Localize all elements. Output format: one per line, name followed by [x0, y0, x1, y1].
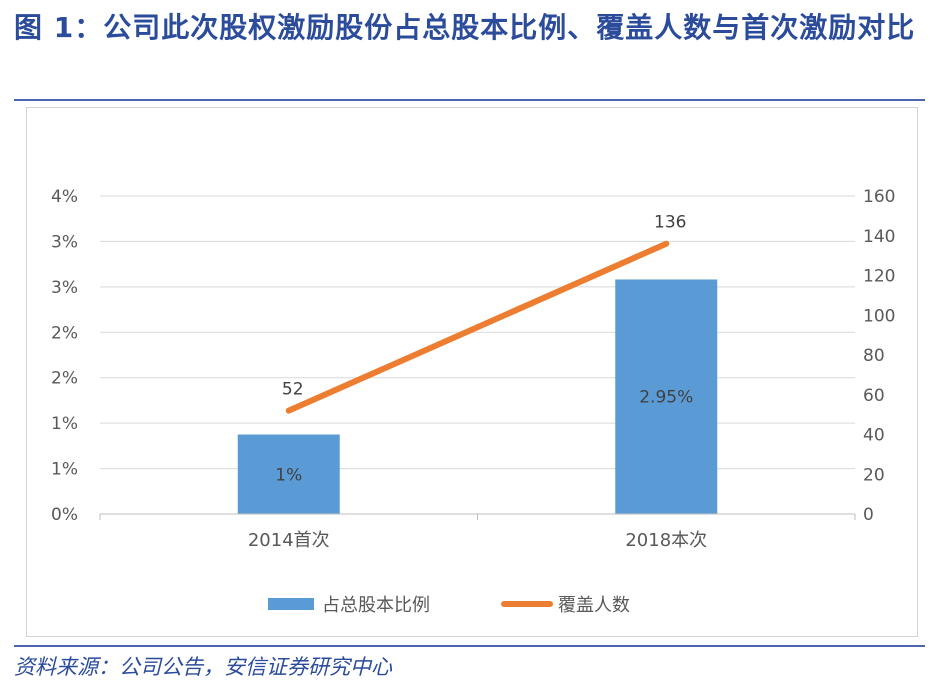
- figure-label: 图: [14, 11, 44, 44]
- figure-number: 1: [53, 11, 75, 44]
- line-series: [285, 240, 670, 414]
- line-data-label: 52: [282, 380, 304, 400]
- chart-frame: [26, 107, 918, 637]
- y-right-tick-label: 80: [863, 346, 885, 366]
- gridlines: [100, 195, 855, 470]
- y-left-tick-label: 1%: [51, 460, 78, 480]
- y-left-tick-label: 1%: [51, 414, 78, 434]
- title-rule: [14, 99, 925, 101]
- line-data-label: 136: [654, 213, 686, 233]
- y-right-tick-label: 100: [863, 306, 895, 326]
- y-left-tick-label: 3%: [51, 278, 78, 298]
- y-left-tick-label: 2%: [51, 323, 78, 343]
- data-labels: 1% 2.95% 52 136: [275, 213, 693, 486]
- y-left-tick-label: 3%: [51, 232, 78, 252]
- bar-data-label: 1%: [275, 465, 302, 485]
- y-right-tick-label: 40: [863, 426, 885, 446]
- y-left-tick-label: 4%: [51, 187, 78, 207]
- y-left-tick-label: 0%: [51, 505, 78, 525]
- legend-label-bar: 占总股本比例: [322, 595, 430, 616]
- y-right-tick-label: 60: [863, 386, 885, 406]
- x-category-label: 2014首次: [248, 530, 330, 551]
- y-right-tick-label: 20: [863, 465, 885, 485]
- legend-label-line: 覆盖人数: [558, 595, 630, 616]
- legend-swatch-bar: [268, 598, 314, 610]
- figure-title-text: ：公司此次股权激励股份占总股本比例、覆盖人数与首次激励对比: [74, 11, 916, 44]
- bar-data-label: 2.95%: [639, 388, 693, 408]
- y-right-tick-label: 120: [863, 267, 895, 287]
- line-path: [285, 240, 670, 414]
- bar-series: [237, 279, 718, 514]
- source-rule: [14, 645, 925, 647]
- x-category-label: 2018本次: [625, 530, 707, 551]
- axes: 0% 1% 1% 2% 2% 3% 3% 4% 0 20 40 60 80 100 120 140 160 201…: [51, 187, 895, 551]
- bar: [615, 279, 718, 514]
- bar: [237, 434, 340, 514]
- y-left-tick-label: 2%: [51, 369, 78, 389]
- source-note: 资料来源：公司公告，安信证券研究中心: [14, 655, 392, 679]
- y-right-tick-label: 140: [863, 227, 895, 247]
- legend: 占总股本比例 覆盖人数: [268, 595, 630, 616]
- figure-title: 图 1：公司此次股权激励股份占总股本比例、覆盖人数与首次激励对比: [14, 6, 924, 50]
- y-right-tick-label: 160: [863, 187, 895, 207]
- y-right-tick-label: 0: [863, 505, 874, 525]
